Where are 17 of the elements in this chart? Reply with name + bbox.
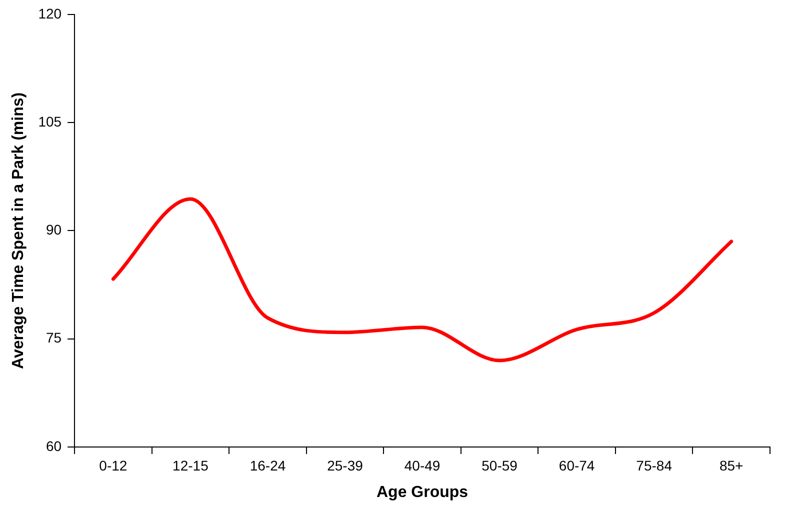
y-tick-label: 120 — [38, 5, 62, 22]
y-tick-label: 105 — [38, 113, 62, 130]
x-tick-label: 25-39 — [327, 457, 364, 474]
x-tick-label: 75-84 — [636, 457, 672, 474]
y-tick-label: 75 — [46, 330, 62, 346]
line-series — [111, 197, 734, 362]
y-tick-label: 90 — [46, 222, 62, 238]
x-tick-label: 50-59 — [482, 457, 518, 474]
x-tick-label: 60-74 — [558, 457, 595, 474]
x-tick-label: 85+ — [719, 457, 744, 474]
y-tick-label: 60 — [46, 438, 62, 454]
x-tick-label: 0-12 — [99, 457, 128, 474]
x-tick-label: 40-49 — [404, 457, 440, 474]
x-tick-label: 12-15 — [172, 457, 209, 474]
y-axis-title: Average Time Spent in a Park (mins) — [10, 92, 28, 369]
x-tick-label: 16-24 — [250, 457, 286, 474]
x-axis-title: Age Groups — [376, 484, 468, 501]
